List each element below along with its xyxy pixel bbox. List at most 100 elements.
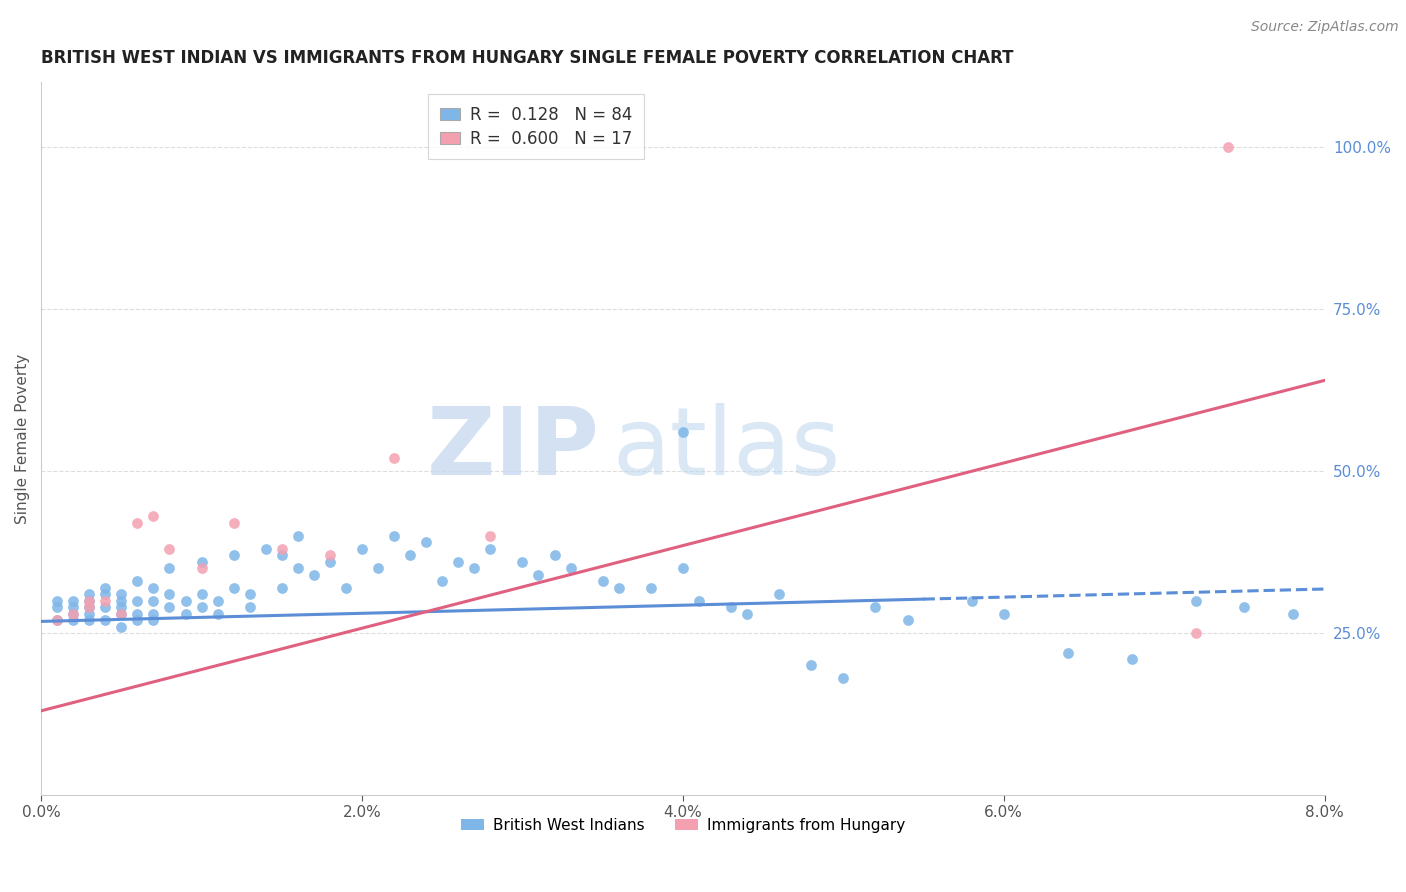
- Point: [592, 574, 614, 589]
- Point: [77, 587, 100, 601]
- Point: [77, 600, 100, 615]
- Point: [1218, 140, 1240, 154]
- Point: [993, 607, 1015, 621]
- Point: [350, 541, 373, 556]
- Point: [142, 613, 165, 627]
- Point: [735, 607, 758, 621]
- Point: [479, 541, 502, 556]
- Point: [77, 593, 100, 607]
- Point: [800, 658, 823, 673]
- Point: [302, 567, 325, 582]
- Point: [270, 541, 292, 556]
- Legend: British West Indians, Immigrants from Hungary: British West Indians, Immigrants from Hu…: [454, 812, 911, 838]
- Point: [127, 613, 149, 627]
- Point: [543, 549, 565, 563]
- Point: [159, 587, 181, 601]
- Point: [207, 593, 229, 607]
- Point: [127, 574, 149, 589]
- Point: [142, 581, 165, 595]
- Point: [190, 587, 212, 601]
- Point: [142, 509, 165, 524]
- Point: [335, 581, 357, 595]
- Point: [367, 561, 389, 575]
- Point: [720, 600, 742, 615]
- Point: [287, 561, 309, 575]
- Point: [94, 593, 117, 607]
- Point: [832, 672, 855, 686]
- Point: [110, 593, 132, 607]
- Point: [960, 593, 983, 607]
- Point: [865, 600, 887, 615]
- Text: atlas: atlas: [612, 403, 841, 495]
- Point: [399, 549, 422, 563]
- Point: [94, 587, 117, 601]
- Point: [190, 561, 212, 575]
- Point: [127, 593, 149, 607]
- Point: [1185, 593, 1208, 607]
- Point: [254, 541, 277, 556]
- Point: [110, 587, 132, 601]
- Point: [640, 581, 662, 595]
- Point: [1233, 600, 1256, 615]
- Point: [688, 593, 710, 607]
- Point: [46, 593, 69, 607]
- Point: [382, 529, 405, 543]
- Point: [159, 600, 181, 615]
- Point: [270, 581, 292, 595]
- Point: [239, 587, 262, 601]
- Point: [46, 613, 69, 627]
- Point: [110, 619, 132, 633]
- Point: [94, 581, 117, 595]
- Point: [77, 593, 100, 607]
- Point: [768, 587, 790, 601]
- Point: [127, 607, 149, 621]
- Point: [142, 593, 165, 607]
- Point: [127, 516, 149, 530]
- Point: [527, 567, 550, 582]
- Point: [46, 613, 69, 627]
- Point: [319, 549, 342, 563]
- Point: [222, 581, 245, 595]
- Point: [607, 581, 630, 595]
- Point: [110, 600, 132, 615]
- Point: [270, 549, 292, 563]
- Text: BRITISH WEST INDIAN VS IMMIGRANTS FROM HUNGARY SINGLE FEMALE POVERTY CORRELATION: BRITISH WEST INDIAN VS IMMIGRANTS FROM H…: [41, 49, 1014, 67]
- Point: [110, 607, 132, 621]
- Point: [512, 555, 534, 569]
- Point: [77, 613, 100, 627]
- Point: [190, 555, 212, 569]
- Point: [94, 600, 117, 615]
- Point: [159, 541, 181, 556]
- Point: [62, 607, 84, 621]
- Point: [159, 561, 181, 575]
- Point: [1121, 652, 1143, 666]
- Point: [1057, 646, 1080, 660]
- Point: [222, 549, 245, 563]
- Point: [110, 607, 132, 621]
- Point: [896, 613, 918, 627]
- Point: [174, 607, 197, 621]
- Point: [46, 600, 69, 615]
- Point: [560, 561, 582, 575]
- Point: [190, 600, 212, 615]
- Point: [319, 555, 342, 569]
- Point: [463, 561, 485, 575]
- Point: [174, 593, 197, 607]
- Point: [447, 555, 470, 569]
- Point: [287, 529, 309, 543]
- Point: [94, 613, 117, 627]
- Point: [62, 593, 84, 607]
- Point: [207, 607, 229, 621]
- Point: [62, 600, 84, 615]
- Text: ZIP: ZIP: [426, 403, 599, 495]
- Point: [142, 607, 165, 621]
- Point: [222, 516, 245, 530]
- Point: [479, 529, 502, 543]
- Point: [239, 600, 262, 615]
- Point: [1281, 607, 1303, 621]
- Point: [672, 561, 695, 575]
- Point: [1185, 626, 1208, 640]
- Text: Source: ZipAtlas.com: Source: ZipAtlas.com: [1251, 20, 1399, 34]
- Point: [415, 535, 437, 549]
- Point: [62, 613, 84, 627]
